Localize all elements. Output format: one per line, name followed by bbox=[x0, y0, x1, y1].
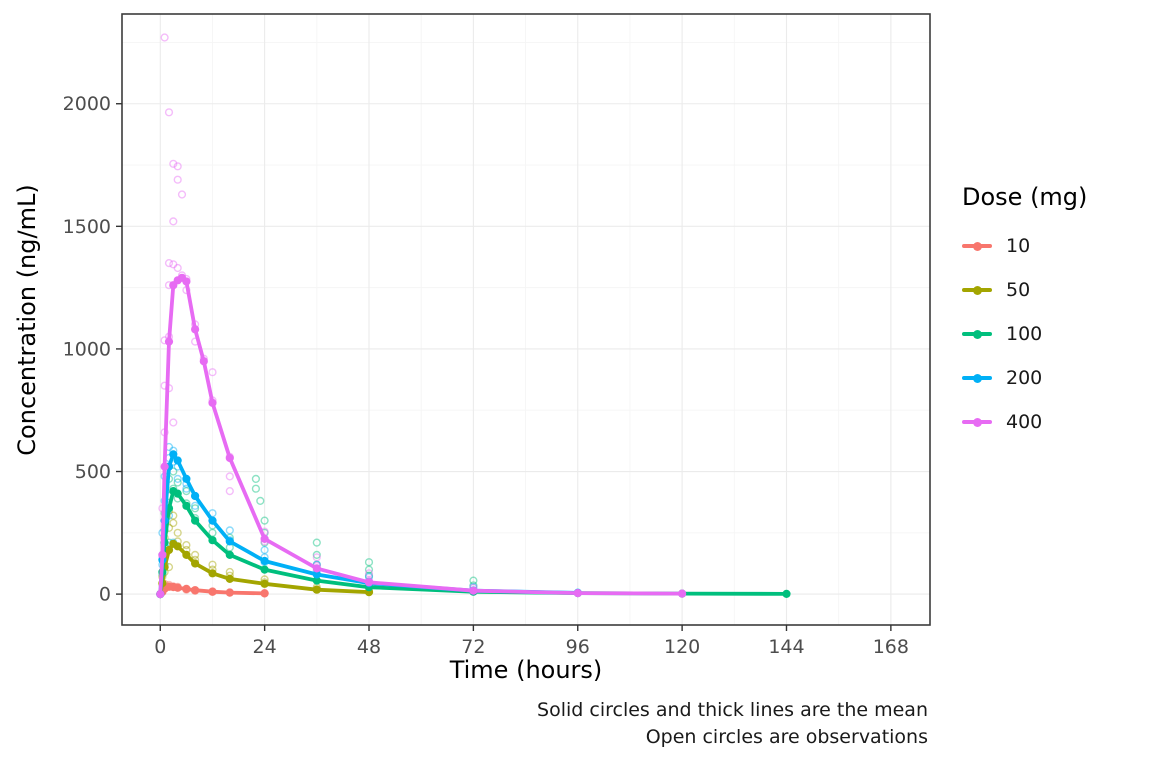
svg-text:2000: 2000 bbox=[63, 93, 111, 115]
svg-text:72: 72 bbox=[461, 636, 485, 658]
svg-text:0: 0 bbox=[154, 636, 166, 658]
svg-text:1500: 1500 bbox=[63, 216, 111, 238]
svg-text:48: 48 bbox=[357, 636, 381, 658]
legend-key-icon bbox=[962, 275, 992, 305]
legend-label: 50 bbox=[1006, 279, 1031, 301]
legend-title: Dose (mg) bbox=[962, 183, 1088, 211]
x-axis-title: Time (hours) bbox=[449, 656, 603, 684]
svg-text:1000: 1000 bbox=[63, 338, 111, 360]
legend-item-200: 200 bbox=[962, 363, 1147, 393]
caption: Solid circles and thick lines are the me… bbox=[537, 697, 928, 750]
caption-line-2: Open circles are observations bbox=[645, 725, 928, 748]
svg-text:24: 24 bbox=[253, 636, 277, 658]
caption-line-1: Solid circles and thick lines are the me… bbox=[537, 699, 928, 721]
legend-label: 400 bbox=[1006, 411, 1043, 433]
legend-key-icon bbox=[962, 407, 992, 437]
legend-item-10: 10 bbox=[962, 231, 1147, 261]
legend: Dose (mg) 10 50 100 200 400 bbox=[962, 183, 1147, 451]
y-axis-title: Concentration (ng/mL) bbox=[13, 184, 41, 456]
legend-key-icon bbox=[962, 319, 992, 349]
svg-text:0: 0 bbox=[99, 584, 111, 606]
svg-text:120: 120 bbox=[664, 636, 700, 658]
svg-text:168: 168 bbox=[873, 636, 909, 658]
svg-text:500: 500 bbox=[75, 461, 111, 483]
legend-item-50: 50 bbox=[962, 275, 1147, 305]
legend-item-100: 100 bbox=[962, 319, 1147, 349]
legend-label: 200 bbox=[1006, 367, 1043, 389]
legend-label: 100 bbox=[1006, 323, 1043, 345]
legend-items: 10 50 100 200 400 bbox=[962, 231, 1147, 437]
legend-key-icon bbox=[962, 231, 992, 261]
legend-item-400: 400 bbox=[962, 407, 1147, 437]
legend-label: 10 bbox=[1006, 235, 1031, 257]
svg-text:144: 144 bbox=[768, 636, 804, 658]
svg-text:96: 96 bbox=[566, 636, 590, 658]
legend-key-icon bbox=[962, 363, 992, 393]
